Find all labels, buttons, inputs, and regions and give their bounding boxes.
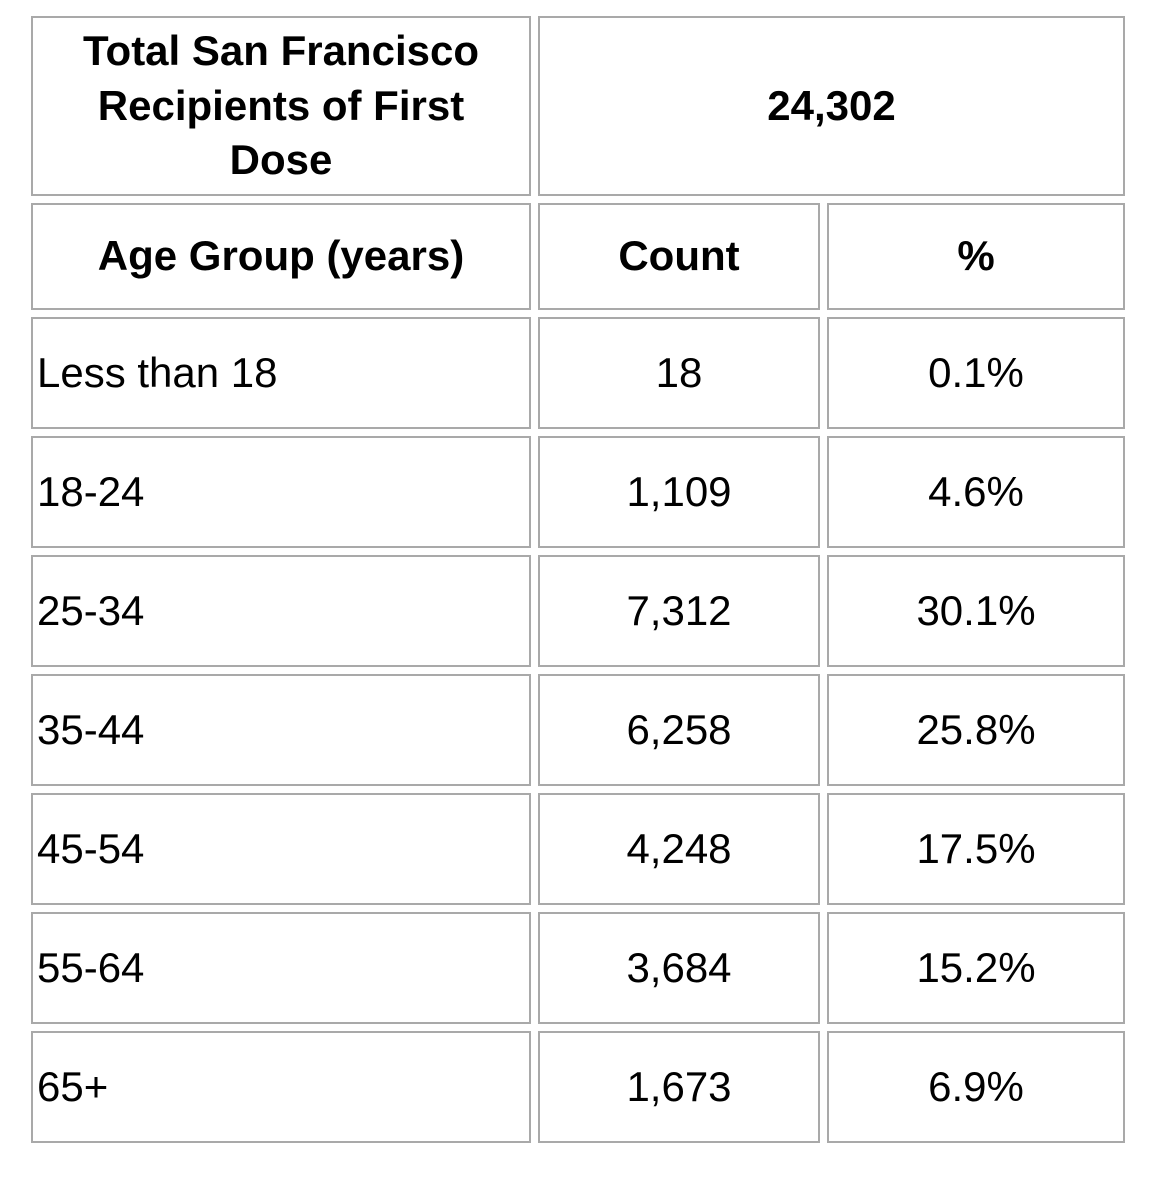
count-cell: 7,312 bbox=[538, 555, 820, 667]
table-row: 35-44 6,258 25.8% bbox=[31, 674, 1125, 786]
count-cell: 4,248 bbox=[538, 793, 820, 905]
table-title-cell: Total San Francisco Recipients of First … bbox=[31, 16, 531, 196]
count-cell: 1,673 bbox=[538, 1031, 820, 1143]
percent-cell: 25.8% bbox=[827, 674, 1125, 786]
age-group-cell: 45-54 bbox=[31, 793, 531, 905]
count-cell: 18 bbox=[538, 317, 820, 429]
count-cell: 6,258 bbox=[538, 674, 820, 786]
age-group-cell: 55-64 bbox=[31, 912, 531, 1024]
age-group-cell: 18-24 bbox=[31, 436, 531, 548]
percent-cell: 17.5% bbox=[827, 793, 1125, 905]
count-cell: 3,684 bbox=[538, 912, 820, 1024]
column-header-row: Age Group (years) Count % bbox=[31, 203, 1125, 310]
percent-cell: 6.9% bbox=[827, 1031, 1125, 1143]
table-row: 65+ 1,673 6.9% bbox=[31, 1031, 1125, 1143]
percent-cell: 15.2% bbox=[827, 912, 1125, 1024]
col-header-percent: % bbox=[827, 203, 1125, 310]
table-row: 45-54 4,248 17.5% bbox=[31, 793, 1125, 905]
table-header-row: Total San Francisco Recipients of First … bbox=[31, 16, 1125, 196]
col-header-age-group: Age Group (years) bbox=[31, 203, 531, 310]
table-row: 55-64 3,684 15.2% bbox=[31, 912, 1125, 1024]
percent-cell: 4.6% bbox=[827, 436, 1125, 548]
age-group-cell: 65+ bbox=[31, 1031, 531, 1143]
table-row: 25-34 7,312 30.1% bbox=[31, 555, 1125, 667]
first-dose-age-table: Total San Francisco Recipients of First … bbox=[24, 9, 1132, 1150]
percent-cell: 0.1% bbox=[827, 317, 1125, 429]
col-header-count: Count bbox=[538, 203, 820, 310]
age-group-cell: 25-34 bbox=[31, 555, 531, 667]
age-group-cell: 35-44 bbox=[31, 674, 531, 786]
table-row: Less than 18 18 0.1% bbox=[31, 317, 1125, 429]
count-cell: 1,109 bbox=[538, 436, 820, 548]
age-group-cell: Less than 18 bbox=[31, 317, 531, 429]
total-count-cell: 24,302 bbox=[538, 16, 1125, 196]
table-row: 18-24 1,109 4.6% bbox=[31, 436, 1125, 548]
percent-cell: 30.1% bbox=[827, 555, 1125, 667]
